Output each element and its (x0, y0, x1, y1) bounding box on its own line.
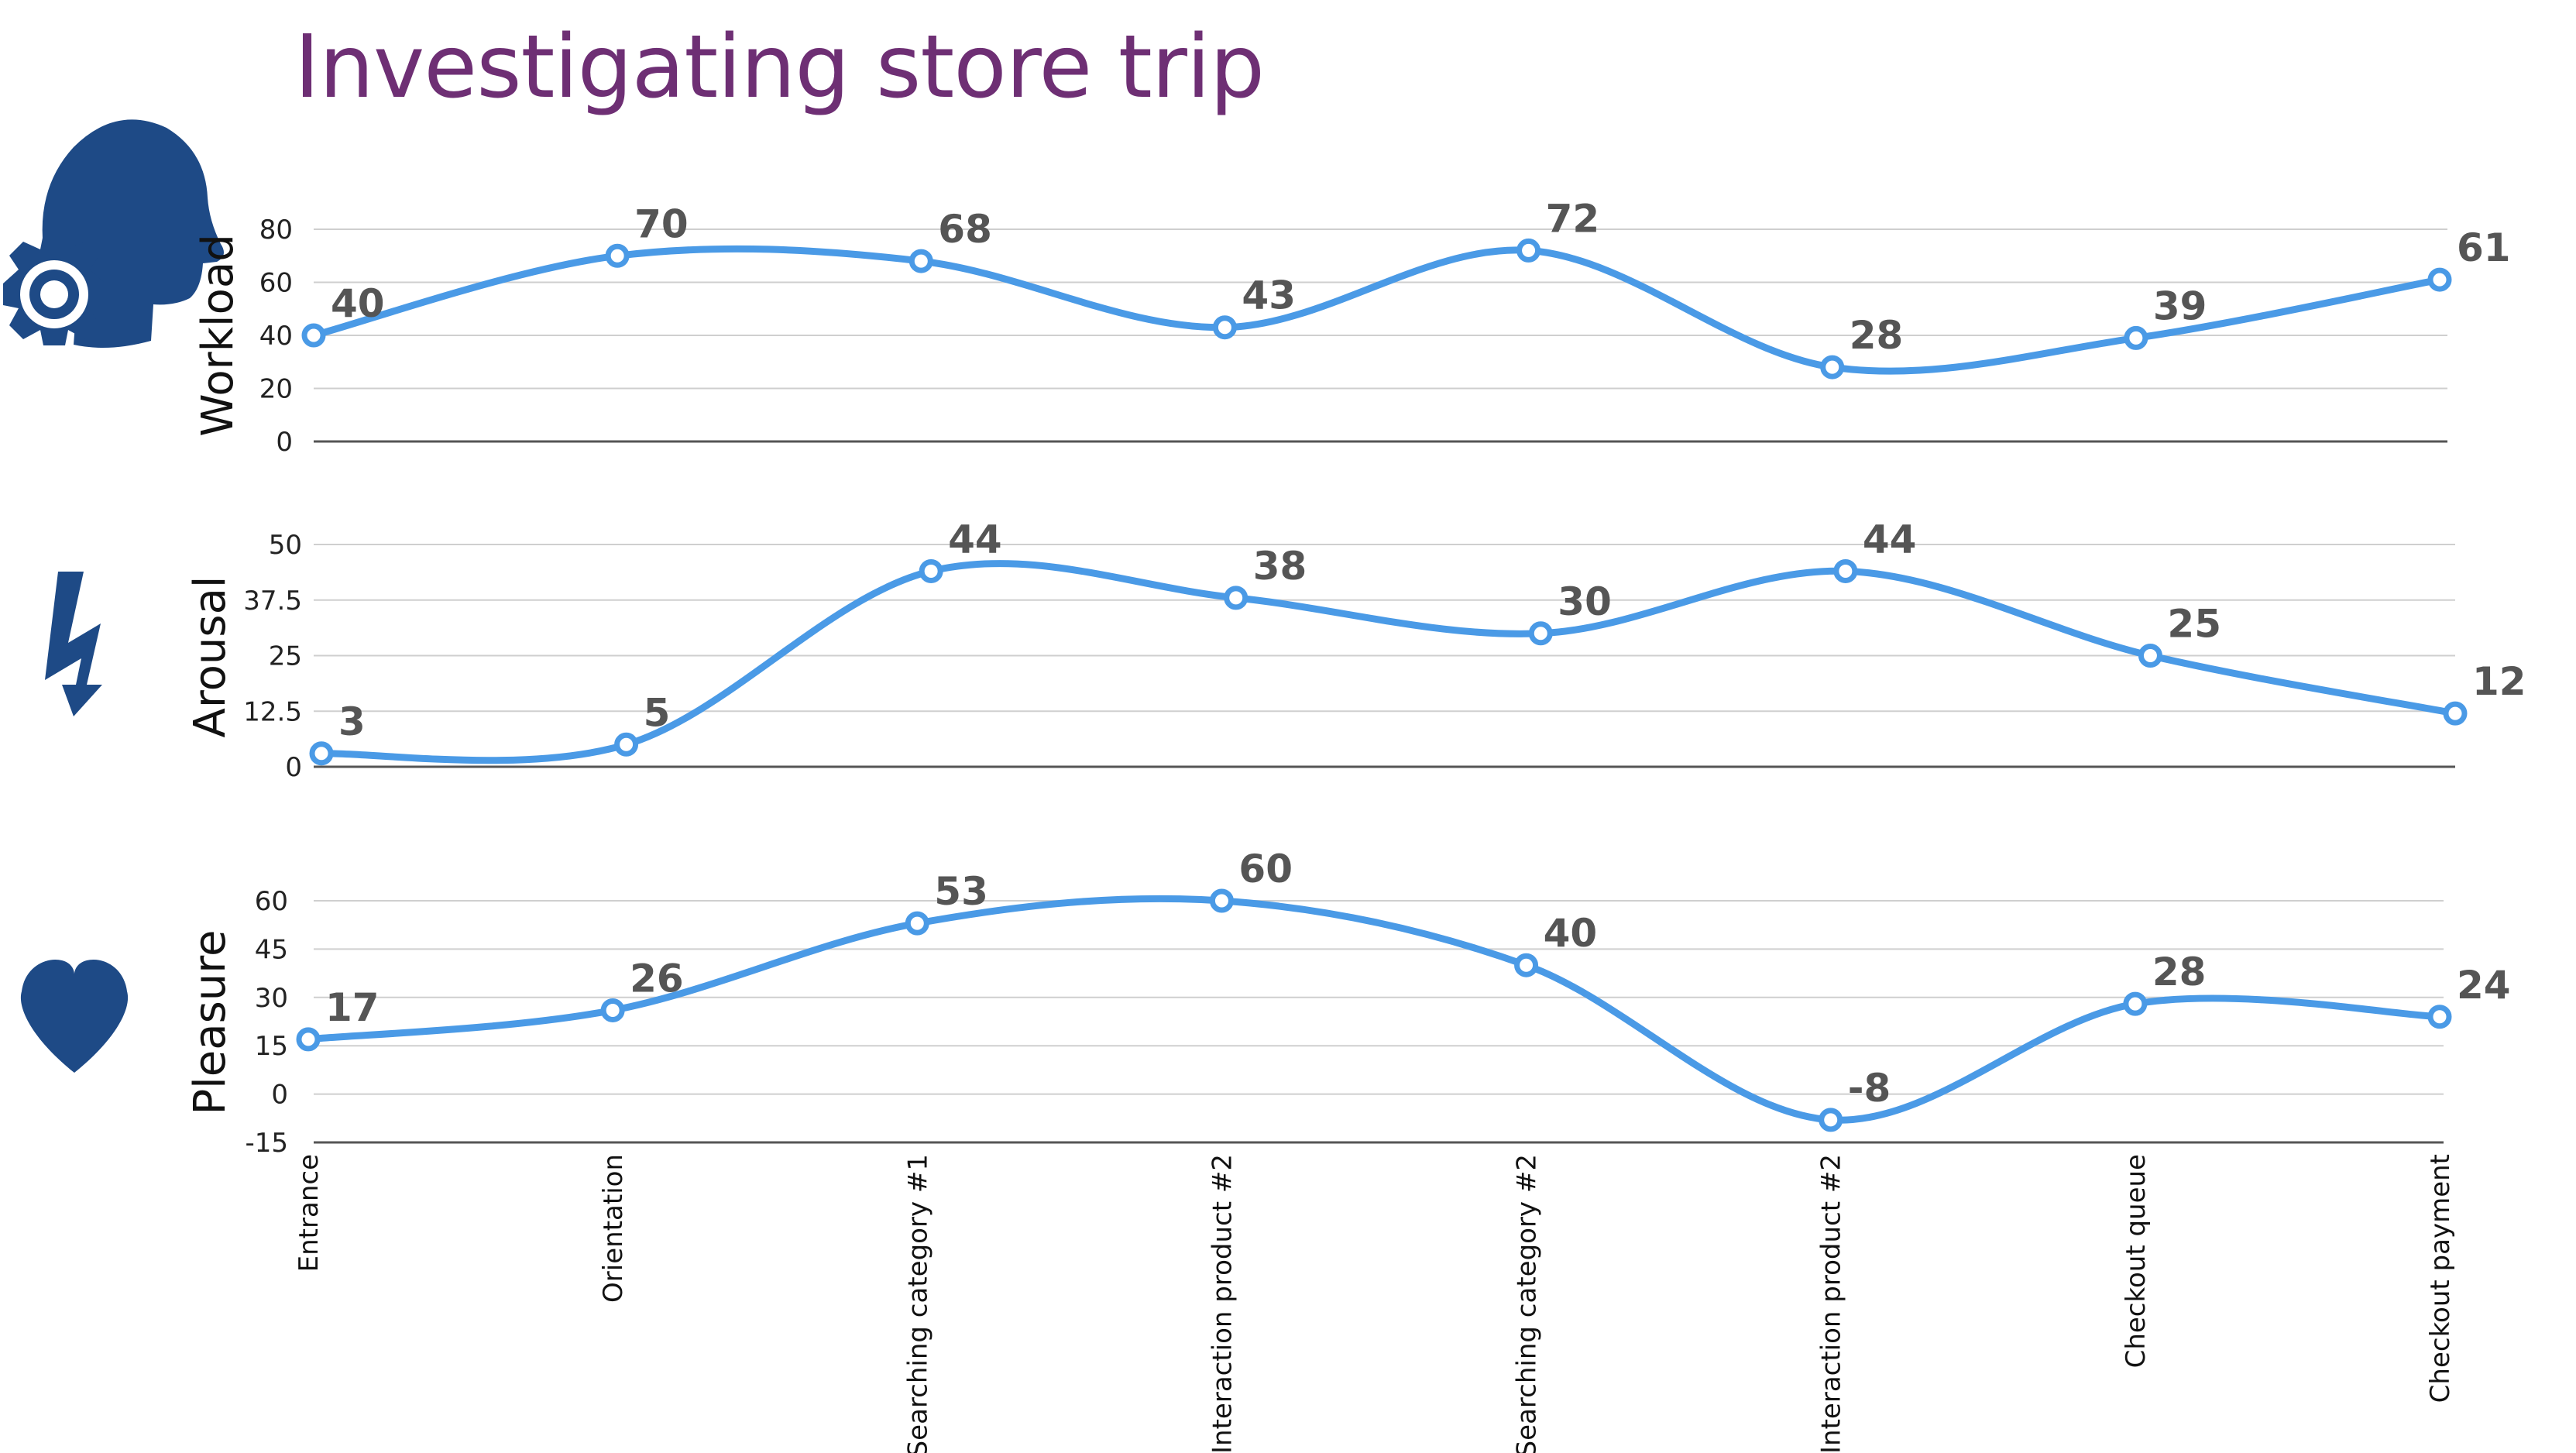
category-label-searching-category-2: Searching category #2 (1512, 1154, 1543, 1453)
data-label: 40 (331, 281, 385, 326)
y-tick-label: 80 (259, 215, 293, 246)
y-tick-label: 40 (259, 321, 293, 352)
y-tick-label: 12.5 (243, 696, 302, 727)
y-tick-label: 15 (255, 1031, 288, 1062)
y-tick-label: 25 (269, 641, 302, 672)
data-point (2123, 991, 2148, 1016)
y-tick-label: 50 (269, 530, 302, 561)
data-label: 26 (630, 956, 684, 1001)
data-point (600, 998, 625, 1022)
y-tick-label: 20 (259, 374, 293, 405)
y-tick-label: 60 (255, 886, 288, 917)
y-tick-label: 0 (271, 1080, 288, 1111)
series-line (304, 895, 2444, 1124)
data-point (2124, 325, 2148, 350)
lightning-bolt-icon (45, 572, 102, 716)
arousal-chart: 0 12.5 25 37.5 50 Arousal 3 5 44 38 30 44 25 12 (185, 517, 2526, 783)
data-label: 38 (1253, 544, 1307, 589)
data-label: 40 (1544, 911, 1598, 956)
data-point (2138, 644, 2162, 668)
data-point (1514, 953, 1539, 977)
category-label-interaction-product-2: Interaction product #2 (1207, 1154, 1238, 1453)
data-label: 28 (1850, 313, 1904, 358)
data-label: 61 (2457, 225, 2511, 270)
page-title: Investigating store trip (294, 17, 1265, 118)
data-label: 60 (1238, 847, 1293, 891)
head-gear-icon (3, 119, 224, 349)
workload-chart: 0 20 40 60 80 Workload 40 70 68 43 72 28 39 61 (193, 196, 2511, 458)
data-point (2427, 1005, 2452, 1029)
y-tick-label: 60 (259, 268, 293, 299)
x-axis-category-labels: Entrance Orientation Searching category #1… (294, 1154, 2456, 1453)
data-label: 12 (2472, 659, 2526, 704)
data-point (605, 243, 630, 268)
data-point (1528, 621, 1553, 646)
data-point (1820, 355, 1845, 380)
y-axis-title: Workload (193, 234, 243, 437)
data-point (2443, 701, 2468, 726)
series-line (318, 560, 2459, 764)
pleasure-chart: -15 0 15 30 45 60 Pleasure 17 26 53 60 40 -8 28 24 (185, 847, 2511, 1159)
data-label: 43 (1242, 273, 1296, 318)
data-label: 5 (644, 690, 671, 735)
category-label-orientation: Orientation (598, 1154, 629, 1303)
category-label-entrance: Entrance (294, 1154, 325, 1272)
y-tick-label: 37.5 (243, 586, 302, 617)
data-label: 68 (938, 207, 992, 252)
y-tick-label: 45 (255, 934, 288, 965)
y-axis-title: Pleasure (185, 929, 235, 1115)
category-label-checkout-queue: Checkout queue (2121, 1154, 2152, 1368)
category-label-searching-category-1: Searching category #1 (902, 1154, 933, 1453)
data-point (1516, 238, 1541, 263)
data-label: 53 (934, 869, 988, 914)
y-tick-label: 0 (276, 427, 293, 458)
data-point (1819, 1108, 1843, 1132)
y-axis-title: Arousal (185, 576, 235, 738)
series-line (310, 245, 2444, 375)
data-point (2427, 267, 2452, 292)
category-label-interaction-product-2: Interaction product #2 (1816, 1154, 1847, 1453)
data-label: 3 (338, 699, 366, 744)
data-label: 25 (2167, 602, 2221, 647)
category-label-checkout-payment: Checkout payment (2425, 1154, 2456, 1403)
data-point (1833, 558, 1858, 583)
data-point (908, 249, 933, 273)
data-label: 30 (1558, 579, 1612, 624)
data-label: 70 (634, 201, 689, 246)
data-point (296, 1027, 321, 1052)
data-label: 72 (1546, 196, 1600, 241)
data-label: 44 (948, 517, 1002, 562)
data-label: 39 (2153, 283, 2207, 328)
data-label: -8 (1848, 1066, 1891, 1111)
data-point (919, 558, 943, 583)
data-point (905, 911, 929, 936)
data-point (1224, 586, 1249, 610)
data-point (309, 741, 334, 766)
data-label: 17 (325, 985, 380, 1030)
data-point (1209, 888, 1234, 913)
data-label: 44 (1863, 517, 1917, 562)
y-tick-label: 0 (285, 752, 302, 783)
data-label: 24 (2457, 963, 2511, 1008)
data-label: 28 (2152, 950, 2207, 994)
data-point (301, 323, 326, 348)
heart-icon (20, 959, 129, 1073)
y-tick-label: -15 (245, 1128, 288, 1159)
data-point (1212, 315, 1237, 340)
data-point (614, 732, 639, 757)
y-tick-label: 30 (255, 983, 288, 1014)
